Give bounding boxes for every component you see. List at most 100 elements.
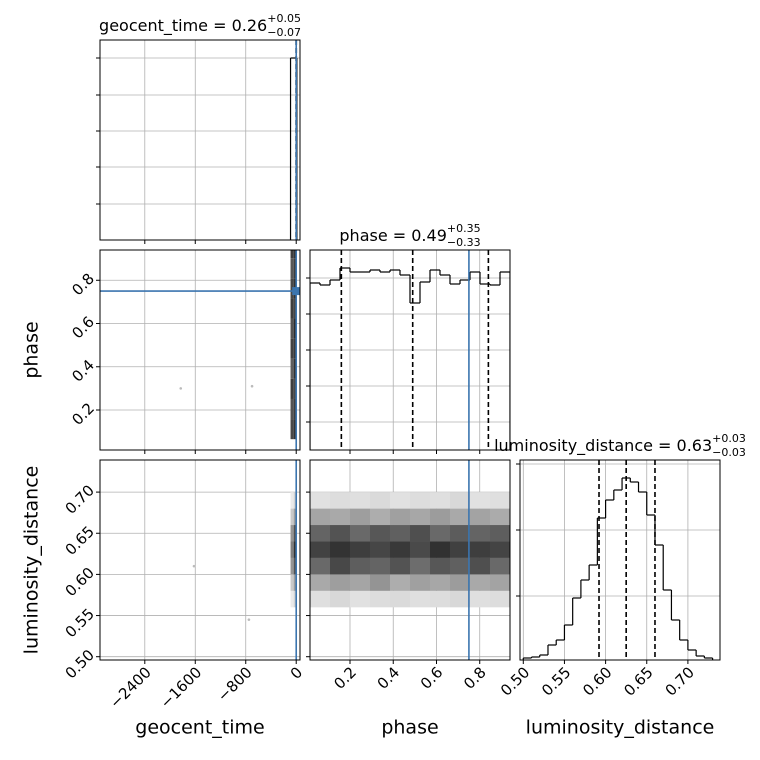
density-cell (290, 338, 294, 359)
density-cell (450, 557, 470, 575)
x-tick-label: −1600 (157, 663, 206, 712)
panel-frame (309, 249, 511, 451)
title-upper: +0.03 (712, 432, 746, 445)
density-cell (490, 508, 510, 526)
density-cell (310, 525, 330, 542)
y-tick-label: 0.55 (62, 605, 98, 641)
density-cell (410, 508, 430, 526)
x-tick-label: 0.55 (538, 663, 574, 699)
x-tick-label: 0.50 (497, 663, 533, 699)
panel-frame (99, 39, 301, 241)
x-tick-label: −800 (214, 663, 256, 705)
density-cell (310, 574, 330, 591)
density-cell (293, 492, 297, 509)
title-main: geocent_time = 0.26 (99, 16, 267, 36)
density-cell (390, 590, 410, 608)
title-main: luminosity_distance = 0.63 (494, 436, 712, 456)
x-tick-label: 0.60 (579, 663, 615, 699)
density-cell (370, 557, 390, 575)
density-cell (293, 250, 297, 259)
density-cell (290, 278, 294, 299)
density-cell (430, 557, 450, 575)
density-cell (390, 541, 410, 558)
density-cell (470, 590, 490, 608)
title-lower: −0.07 (267, 26, 301, 39)
density-cell (490, 574, 510, 591)
sample-point (192, 564, 196, 568)
panel-bg (100, 40, 300, 240)
density-cell (370, 525, 390, 542)
density-cell (450, 525, 470, 542)
density-cell (490, 557, 510, 575)
density-cell (490, 590, 510, 608)
y-tick-label: 0.70 (62, 481, 98, 517)
density-cell (410, 492, 430, 509)
density-cell (290, 419, 294, 440)
x-tick-label: 0.2 (330, 663, 360, 693)
density-cell (470, 525, 490, 542)
density-cell (370, 574, 390, 591)
panel-frame (309, 459, 511, 661)
density-cell (350, 557, 370, 575)
x-axis-label: geocent_time (135, 717, 264, 739)
density-cell (370, 492, 390, 509)
density-cell (450, 541, 470, 558)
density-cell (410, 525, 430, 542)
x-tick-label: 0.65 (620, 663, 656, 699)
panel-frame (519, 459, 721, 661)
density-cell (490, 492, 510, 509)
y-tick-label: 0.2 (68, 399, 98, 429)
x-tick-label: 0.4 (374, 663, 404, 693)
title-lower: −0.03 (712, 446, 746, 459)
density-cell (410, 574, 430, 591)
x-axis-label: phase (381, 717, 438, 739)
density-cell (293, 557, 297, 575)
density-cell (293, 541, 297, 558)
density-cell (293, 419, 297, 440)
density-cell (290, 358, 294, 379)
density-cell (290, 250, 294, 259)
density-cell (290, 298, 294, 319)
density-cell (293, 508, 297, 526)
sample-point (247, 618, 251, 621)
density-cell (450, 590, 470, 608)
density-cell (293, 378, 297, 399)
density-cell (293, 298, 297, 319)
density-cell (370, 508, 390, 526)
density-cell (290, 492, 294, 509)
panel (100, 40, 300, 240)
density-cell (470, 492, 490, 509)
density-cell (390, 508, 410, 526)
y-tick-label: 0.60 (62, 564, 98, 600)
density-cell (450, 574, 470, 591)
density-cell (290, 541, 294, 558)
panel-title: phase = 0.49+0.35 −0.33 (339, 222, 480, 249)
density-cell (430, 492, 450, 509)
density-cell (310, 590, 330, 608)
panel-bg (100, 460, 300, 660)
density-cell (390, 492, 410, 509)
density-cell (470, 574, 490, 591)
density-cell (430, 525, 450, 542)
title-upper: +0.05 (267, 12, 301, 25)
density-cell (330, 508, 350, 526)
panel-frame (99, 459, 301, 661)
panel-bg (100, 250, 300, 450)
density-cell (490, 525, 510, 542)
density-cell (350, 590, 370, 608)
density-cell (293, 358, 297, 379)
density-cell (293, 398, 297, 420)
density-cell (470, 557, 490, 575)
density-cell (310, 492, 330, 509)
sample-point (250, 384, 254, 388)
y-tick-label: 0.50 (62, 646, 98, 682)
title-upper: +0.35 (447, 222, 481, 235)
truth-point (292, 287, 300, 296)
density-cell (290, 525, 294, 542)
density-cell (410, 541, 430, 558)
density-cell (330, 541, 350, 558)
panel-frame (99, 249, 301, 451)
density-cell (450, 492, 470, 509)
title-lower: −0.33 (447, 236, 481, 249)
